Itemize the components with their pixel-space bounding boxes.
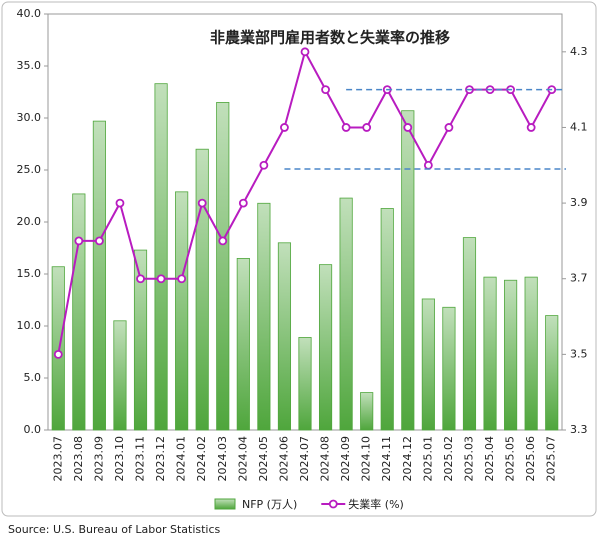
y-tick-label: 35.0 xyxy=(17,59,42,72)
point xyxy=(423,160,433,170)
point xyxy=(238,198,248,208)
bar xyxy=(298,337,312,431)
legend-swatch xyxy=(214,498,236,510)
x-tick-label: 2024.07 xyxy=(298,436,311,482)
y2-tick-label: 3.7 xyxy=(570,272,588,285)
x-tick-label: 2024.06 xyxy=(277,436,290,482)
bar xyxy=(51,266,65,431)
x-tick-label: 2024.03 xyxy=(216,436,229,482)
point xyxy=(53,349,63,359)
y-tick-label: 40.0 xyxy=(17,7,42,20)
source: Source: U.S. Bureau of Labor Statistics xyxy=(8,523,221,536)
y-tick-label: 20.0 xyxy=(17,215,42,228)
x-tick-label: 2024.02 xyxy=(195,436,208,482)
bar xyxy=(72,193,86,431)
x-tick-label: 2024.05 xyxy=(257,436,270,482)
x-tick-label: 2025.02 xyxy=(442,436,455,482)
y2-tick-label: 4.3 xyxy=(570,45,588,58)
bar xyxy=(133,249,148,431)
point xyxy=(177,274,187,284)
y2-tick-label: 4.1 xyxy=(570,120,588,133)
point xyxy=(526,123,536,132)
bar xyxy=(113,320,127,431)
y-tick-label: 5.0 xyxy=(24,371,42,384)
point xyxy=(341,123,351,132)
legend-label: 失業率 (%) xyxy=(348,497,404,511)
point xyxy=(300,47,310,57)
point xyxy=(95,236,104,246)
x-tick-label: 2024.12 xyxy=(401,436,414,482)
x-tick-label: 2024.10 xyxy=(360,436,373,482)
y-tick-label: 0.0 xyxy=(24,423,42,436)
legend-marker xyxy=(328,499,338,509)
bar xyxy=(236,257,250,431)
x-tick-label: 2023.08 xyxy=(72,436,85,482)
bar xyxy=(462,237,477,431)
bar xyxy=(92,120,106,431)
point xyxy=(156,274,166,284)
y2-tick-label: 3.9 xyxy=(570,196,588,209)
point xyxy=(362,123,372,132)
x-tick-label: 2023.07 xyxy=(51,436,64,482)
bar xyxy=(277,242,292,431)
x-tick-label: 2024.11 xyxy=(380,436,393,482)
bar xyxy=(257,202,271,431)
point xyxy=(444,123,454,132)
x-tick-label: 2024.01 xyxy=(175,436,188,482)
bar xyxy=(318,264,333,431)
point xyxy=(197,198,207,208)
x-tick-label: 2023.11 xyxy=(134,436,147,482)
bar xyxy=(175,191,189,431)
bar xyxy=(421,298,435,431)
y2-tick-label: 3.3 xyxy=(570,423,588,436)
y-tick-label: 10.0 xyxy=(17,319,42,332)
bar xyxy=(216,102,230,431)
chart-title: 非農業部門雇用者数と失業率の推移 xyxy=(210,29,450,47)
x-tick-label: 2024.08 xyxy=(319,436,332,482)
x-tick-label: 2025.03 xyxy=(462,436,475,482)
y2-tick-label: 3.5 xyxy=(570,347,588,360)
y-tick-label: 30.0 xyxy=(17,111,42,124)
point xyxy=(321,85,330,95)
x-tick-label: 2025.04 xyxy=(483,436,496,482)
point xyxy=(259,160,269,170)
x-tick-label: 2025.05 xyxy=(504,436,517,482)
point xyxy=(403,123,413,132)
bar xyxy=(524,276,538,431)
x-tick-label: 2023.10 xyxy=(113,436,126,482)
x-tick-label: 2025.01 xyxy=(421,436,434,482)
bar xyxy=(483,276,497,431)
x-tick-label: 2023.12 xyxy=(154,436,167,482)
bar xyxy=(442,306,456,431)
point xyxy=(74,236,84,246)
x-tick-label: 2025.06 xyxy=(524,436,537,482)
bar xyxy=(360,392,374,431)
point xyxy=(136,274,145,284)
point xyxy=(115,198,125,208)
point xyxy=(218,236,228,246)
bar xyxy=(380,208,394,431)
x-tick-label: 2023.09 xyxy=(92,436,105,482)
bar xyxy=(154,83,168,431)
bar xyxy=(545,315,559,431)
bar xyxy=(401,110,415,431)
x-tick-label: 2024.04 xyxy=(236,436,249,482)
point xyxy=(280,123,289,132)
legend-label: NFP (万人) xyxy=(242,498,297,511)
bar xyxy=(195,148,209,431)
x-tick-label: 2025.07 xyxy=(545,436,558,482)
bar xyxy=(504,279,518,431)
x-tick-label: 2024.09 xyxy=(339,436,352,482)
y-tick-label: 25.0 xyxy=(17,163,42,176)
y-tick-label: 15.0 xyxy=(17,267,42,280)
bar xyxy=(339,197,353,431)
